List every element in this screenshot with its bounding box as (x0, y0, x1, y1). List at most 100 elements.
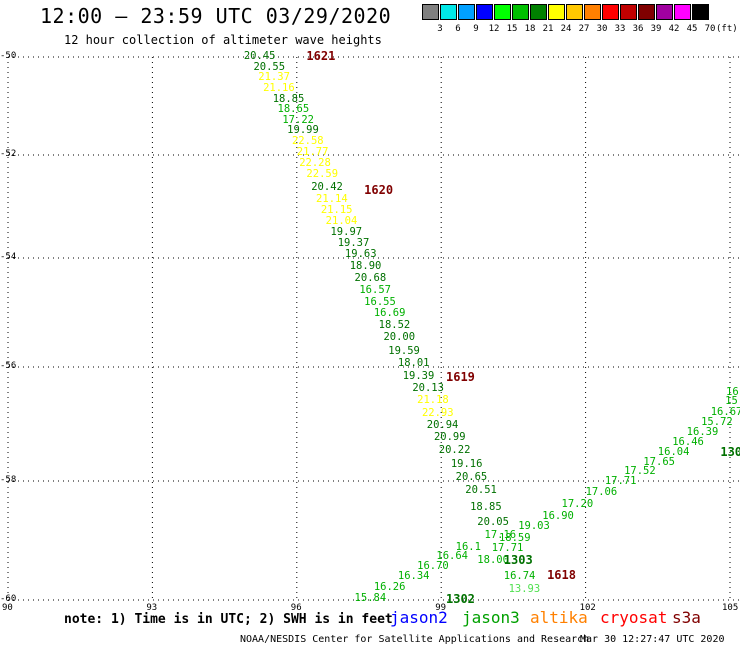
color-scale-label: 15 (506, 24, 518, 34)
longitude-label: 93 (146, 603, 158, 613)
color-scale-label: 21 (542, 24, 554, 34)
pass-number-label: 1618 (547, 568, 576, 583)
wave-height-value: 19.59 (388, 344, 420, 357)
pass-number-label: 1303 (503, 553, 533, 568)
color-swatch (422, 4, 439, 20)
wave-height-value: 16.34 (397, 570, 430, 583)
wave-height-value: 16. (726, 385, 740, 398)
wave-height-value: 19.39 (402, 369, 435, 382)
wave-height-value: 19.03 (518, 520, 550, 533)
wave-height-value: 21.18 (417, 394, 449, 407)
wave-height-value: 15.94 (725, 395, 740, 408)
longitude-label: 105 (722, 603, 739, 613)
wave-height-value: 20.68 (354, 271, 387, 284)
color-scale-label: 42 (668, 24, 680, 34)
wave-height-value: 17.65 (643, 455, 675, 468)
timestamp: Mar 30 12:27:47 UTC 2020 (580, 634, 725, 645)
wave-height-value: 21.37 (258, 71, 290, 84)
wave-height-value: 20.94 (426, 418, 459, 431)
color-scale-label: 27 (578, 24, 590, 34)
latitude-label: -56 (0, 361, 17, 371)
wave-height-value: 20.13 (412, 381, 444, 394)
wave-height-value: 21.16 (263, 81, 295, 94)
latitude-label: -58 (0, 475, 17, 485)
wave-height-value: 22.28 (299, 156, 331, 169)
wave-height-value: 18.85 (272, 92, 305, 105)
wave-height-value: 16.57 (359, 283, 391, 296)
wave-height-value: 15.72 (701, 415, 733, 428)
wave-height-value: 21.77 (296, 145, 329, 158)
wave-height-value: 16.67 (710, 405, 740, 418)
wave-height-value: 19.99 (287, 124, 319, 137)
wave-height-value: 16.55 (364, 295, 396, 308)
wave-height-value: 17.06 (585, 485, 618, 498)
color-swatch (476, 4, 493, 20)
color-scale-label: 45 (686, 24, 698, 34)
color-scale-label: 18 (524, 24, 536, 34)
wave-height-value: 20.65 (455, 471, 488, 484)
color-swatch (530, 4, 547, 20)
wave-height-value: 20.51 (465, 484, 497, 497)
credit-line: NOAA/NESDIS Center for Satellite Applica… (240, 634, 590, 645)
color-swatch (674, 4, 691, 20)
wave-height-value: 22.93 (421, 406, 454, 419)
color-swatch (584, 4, 601, 20)
wave-height-value: 18.52 (378, 319, 411, 332)
wave-height-value: 22.58 (291, 134, 324, 147)
color-scale-label: 39 (650, 24, 662, 34)
wave-height-value: 15.84 (354, 591, 387, 604)
wave-height-value: 16.69 (373, 307, 406, 320)
wave-height-value: 20.22 (438, 443, 471, 456)
wave-height-value: 18.00 (477, 554, 509, 567)
wave-height-value: 19.37 (337, 237, 370, 250)
color-swatch (692, 4, 709, 20)
color-scale-label: 70 (704, 24, 716, 34)
pass-number-label: 1621 (306, 49, 336, 63)
latitude-label: -60 (0, 594, 17, 604)
color-scale-label: 24 (560, 24, 572, 34)
color-scale-unit: (ft) (716, 24, 738, 34)
wave-height-value: 18.85 (470, 500, 502, 513)
latitude-label: -50 (0, 51, 17, 61)
color-swatch (620, 4, 637, 20)
wave-height-value: 16.74 (503, 570, 536, 583)
wave-height-value: 19.63 (344, 248, 377, 261)
wave-height-value: 22.59 (306, 167, 339, 180)
pass-number-label: 1620 (364, 183, 394, 198)
wave-height-value: 16.90 (542, 509, 574, 522)
color-swatch (494, 4, 511, 20)
wave-height-value: 16.39 (686, 425, 719, 438)
color-swatch (440, 4, 457, 20)
wave-height-value: 19.97 (330, 226, 363, 239)
satellite-legend-s3a: s3a (672, 608, 701, 627)
wave-height-value: 17.22 (282, 113, 314, 126)
color-swatch (548, 4, 565, 20)
longitude-label: 99 (435, 603, 447, 613)
wave-height-value: 20.42 (311, 181, 343, 194)
wave-height-value: 21.15 (320, 203, 353, 216)
wave-height-value: 16.1 (455, 540, 481, 553)
satellite-legend-jason3: jason3 (462, 608, 520, 627)
wave-height-value: 16.64 (436, 549, 468, 562)
wave-height-value: 17.71 (604, 475, 637, 488)
pass-number-label: 1302 (446, 592, 475, 606)
color-scale-label: 6 (455, 24, 461, 34)
satellite-legend-cryosat: cryosat (600, 608, 668, 627)
wave-height-value: 20.05 (477, 515, 509, 528)
color-scale-label: 9 (473, 24, 479, 34)
color-swatch (458, 4, 475, 20)
wave-height-value: 16.04 (657, 445, 690, 458)
pass-number-label: 1619 (446, 370, 475, 385)
wave-height-value: 17.20 (561, 497, 594, 510)
page-title: 12:00 – 23:59 UTC 03/29/2020 (40, 4, 392, 28)
color-scale-label: 36 (632, 24, 644, 34)
latitude-label: -52 (0, 149, 17, 159)
wave-height-value: 20.55 (253, 60, 286, 73)
color-swatch (638, 4, 655, 20)
pass-number-label: 130 (720, 444, 740, 459)
color-swatch (656, 4, 673, 20)
wave-height-value: 16.46 (672, 435, 704, 448)
color-scale-label: 3 (437, 24, 443, 34)
wave-height-value: 16.70 (417, 560, 449, 573)
